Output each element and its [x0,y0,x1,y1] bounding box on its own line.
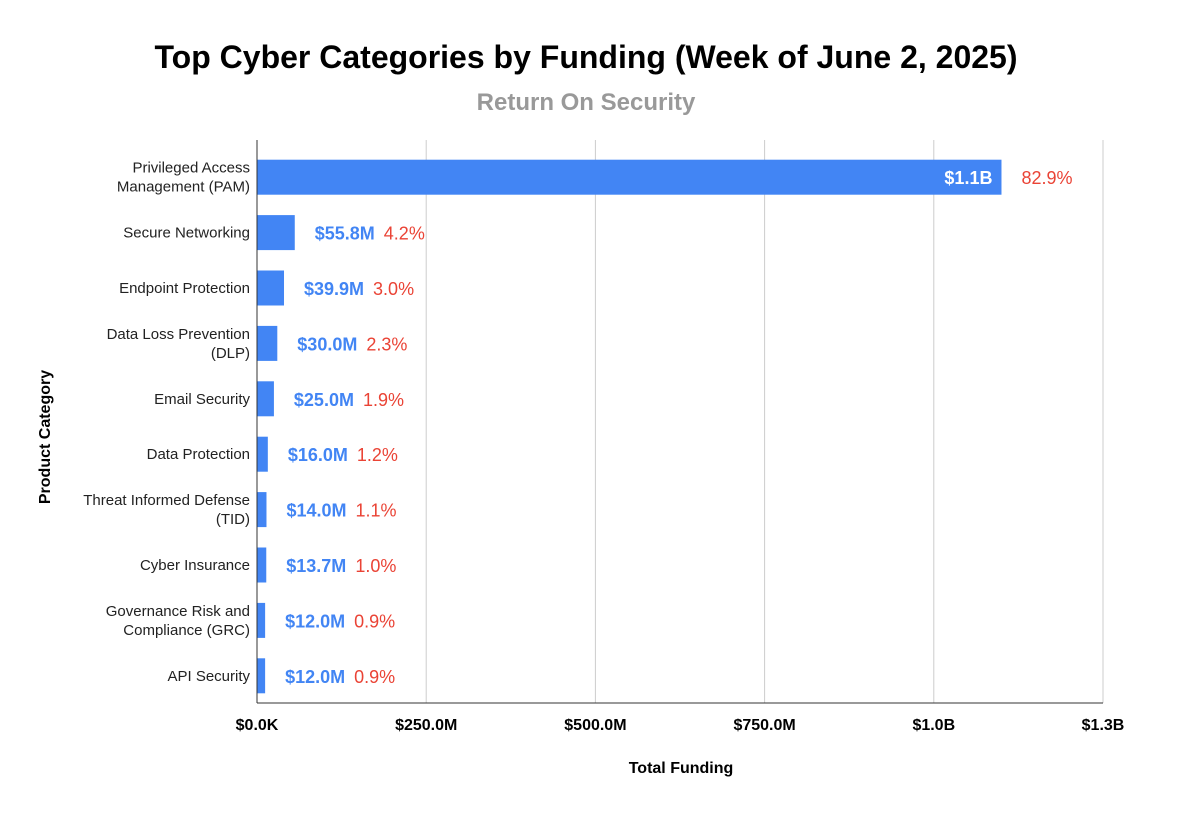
value-label: $16.0M [288,445,348,465]
chart-title: Top Cyber Categories by Funding (Week of… [155,39,1018,75]
category-label: API Security [167,668,250,685]
value-label: $12.0M [285,611,345,631]
value-label: $1.1B [944,168,992,188]
value-label: $39.9M [304,279,364,299]
percent-label: 0.9% [354,611,395,631]
category-label: Privileged Access [132,160,250,177]
x-tick-label: $0.0K [236,717,279,734]
percent-label: 4.2% [384,224,425,244]
x-tick-label: $750.0M [733,717,795,734]
bar [257,325,278,361]
axes [256,140,1103,704]
category-label: Endpoint Protection [119,280,250,297]
category-label: Threat Informed Defense [83,492,250,509]
value-label: $14.0M [286,501,346,521]
bar [257,215,295,251]
category-label: Secure Networking [123,225,250,242]
percent-label: 1.2% [357,445,398,465]
value-label: $12.0M [285,667,345,687]
chart-subtitle: Return On Security [477,89,696,116]
x-tick-label: $250.0M [395,717,457,734]
value-label: $30.0M [297,334,357,354]
category-label: (DLP) [211,345,250,362]
category-label: Cyber Insurance [140,557,250,574]
percent-label: 82.9% [1021,168,1072,188]
bar [257,270,285,306]
bars [257,159,1002,694]
bar [257,658,266,694]
x-tick-label: $1.0B [912,717,955,734]
value-label: $55.8M [315,224,375,244]
percent-label: 1.9% [363,390,404,410]
percent-label: 2.3% [366,334,407,354]
bar [257,602,266,638]
percent-label: 1.1% [356,501,397,521]
percent-label: 3.0% [373,279,414,299]
value-label: $13.7M [286,556,346,576]
x-tick-label: $500.0M [564,717,626,734]
percent-label: 1.0% [355,556,396,576]
x-tick-label: $1.3B [1082,717,1125,734]
category-label: Data Protection [147,446,250,463]
gridlines [425,140,1104,703]
percent-label: 0.9% [354,667,395,687]
category-label: Compliance (GRC) [123,622,250,639]
bar [257,381,274,417]
bar [257,547,267,583]
bar [257,159,1002,195]
labels: $0.0K $250.0M $500.0M $750.0M $1.0B $1.3B Priv… [83,160,1124,734]
category-label: Data Loss Prevention [107,326,250,343]
category-label: Governance Risk and [106,603,250,620]
bar [257,492,267,528]
category-label: (TID) [216,511,250,528]
bar [257,436,268,472]
x-axis-title: Total Funding [629,760,734,777]
category-label: Management (PAM) [117,179,250,196]
category-label: Email Security [154,391,250,408]
y-axis-title: Product Category [37,370,54,504]
value-label: $25.0M [294,390,354,410]
